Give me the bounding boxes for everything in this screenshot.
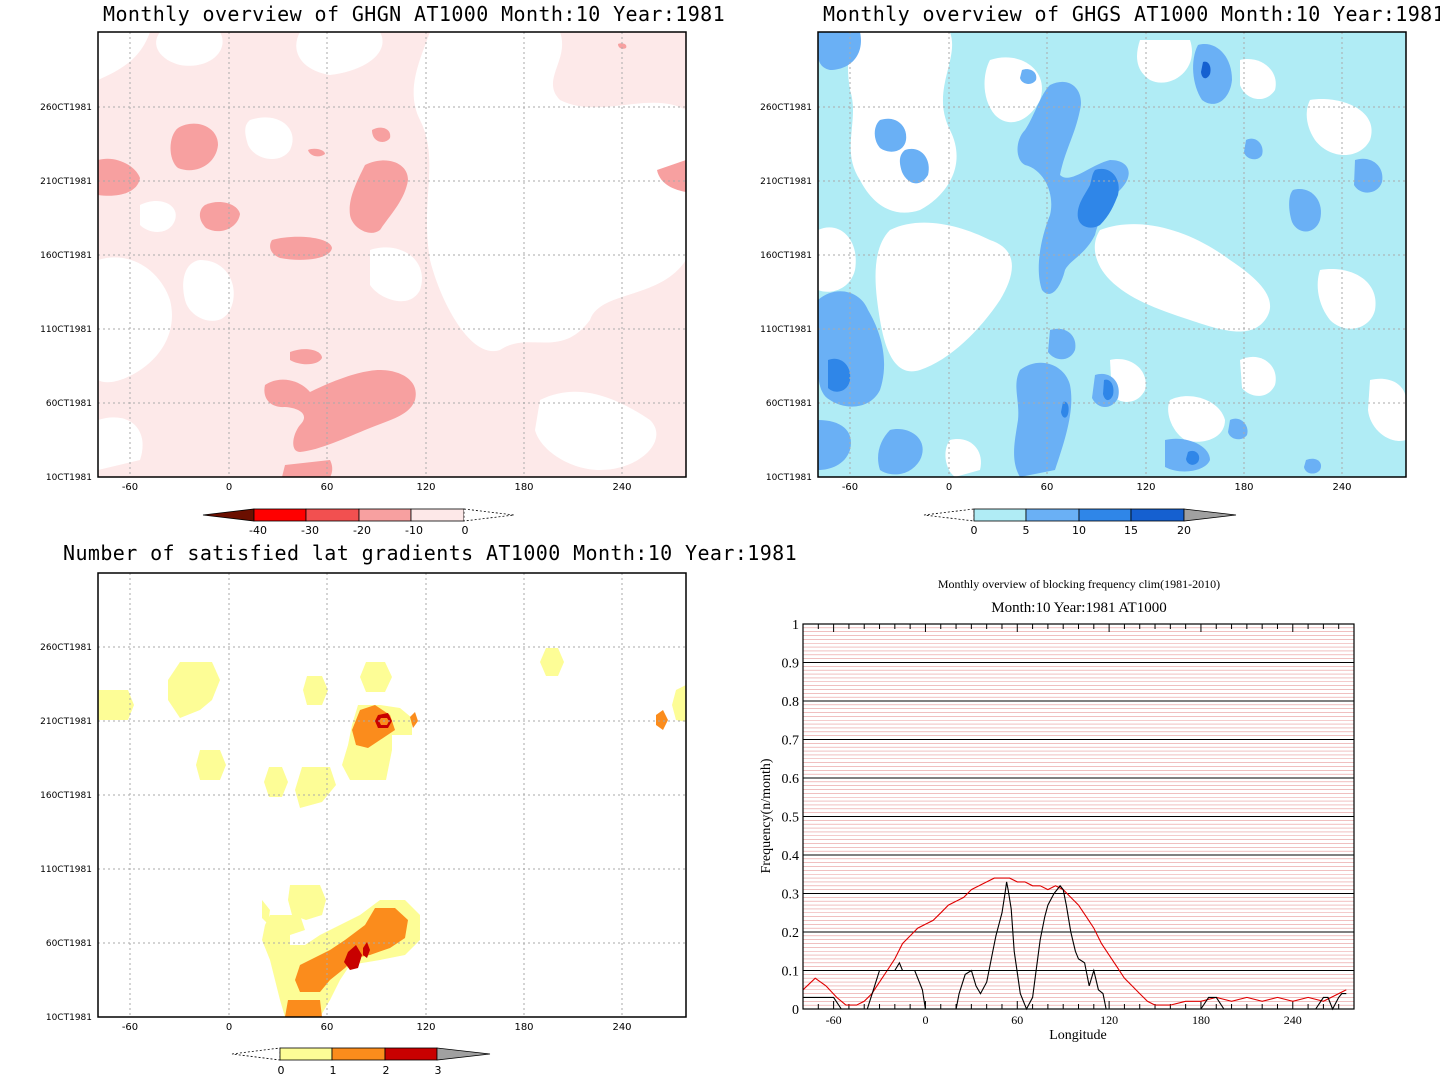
line-chart-ylabel: Frequency(n/month): [759, 758, 774, 873]
ghgs-y-tick: 260CT1981: [760, 103, 812, 113]
ghgn-x-tick: -60: [122, 482, 138, 493]
ghgn-colorbar-label: -40: [249, 524, 267, 537]
ghgn-x-tick: 240: [612, 482, 631, 493]
x-tick-label: 120: [1100, 1013, 1118, 1027]
gradients-y-tick: 260CT1981: [40, 643, 92, 653]
y-tick-label: 0.8: [782, 695, 800, 710]
x-tick-label: 180: [1192, 1013, 1210, 1027]
x-tick-label: -60: [826, 1013, 842, 1027]
gradients-x-tick: 240: [612, 1022, 631, 1033]
ghgn-y-tick: 110CT1981: [40, 325, 92, 335]
ghgs-x-tick: 120: [1136, 482, 1155, 493]
y-tick-label: 0: [792, 1003, 799, 1018]
ghgn-y-tick: 10CT1981: [46, 473, 92, 483]
ghgs-y-tick: 210CT1981: [760, 177, 812, 187]
ghgs-plot-area: [818, 32, 1406, 477]
y-tick-label: 0.3: [782, 888, 800, 903]
y-tick-label: 1: [792, 618, 799, 633]
ghgn-x-tick: 0: [226, 482, 232, 493]
gradients-x-tick: 60: [321, 1022, 334, 1033]
ghgs-x-tick: 60: [1041, 482, 1054, 493]
ghgs-colorbar-label: 20: [1177, 524, 1191, 537]
ghgn-colorbar-label: -10: [405, 524, 423, 537]
x-tick-label: 240: [1284, 1013, 1302, 1027]
line-chart-y-ticks: 0 0.1 0.2 0.3 0.4 0.5 0.6 0.7 0.8 0.9 1: [782, 618, 800, 1018]
line-chart-frame: [802, 623, 1355, 1010]
ghgs-colorbar-label: 0: [971, 524, 978, 537]
ghgs-colorbar-label: 15: [1124, 524, 1138, 537]
ghgn-y-tick: 260CT1981: [40, 103, 92, 113]
gradients-y-tick: 60CT1981: [46, 939, 92, 949]
ghgn-plot-area: [98, 32, 686, 477]
ghgn-colorbar-label: 0: [462, 524, 469, 537]
gradients-x-tick: -60: [122, 1022, 138, 1033]
gradients-colorbar-label: 0: [278, 1064, 285, 1077]
ghgn-x-tick: 180: [514, 482, 533, 493]
ghgs-x-tick: 240: [1332, 482, 1351, 493]
ghgs-colorbar-label: 5: [1023, 524, 1030, 537]
ghgs-y-tick: 60CT1981: [766, 399, 812, 409]
panel1-title: Monthly overview of GHGN AT1000 Month:10…: [103, 2, 726, 26]
gradients-x-tick: 0: [226, 1022, 232, 1033]
ghgn-contour-map: 10CT1981 60CT1981 110CT1981 160CT1981 21…: [40, 31, 687, 537]
panel3-title: Number of satisfied lat gradients AT1000…: [63, 541, 798, 565]
gradients-colorbar-label: 3: [435, 1064, 442, 1077]
x-tick-label: 0: [922, 1013, 928, 1027]
ghgn-y-tick: 210CT1981: [40, 177, 92, 187]
ghgs-colorbar-label: 10: [1072, 524, 1086, 537]
ghgs-grid: [818, 32, 1406, 477]
x-tick-label: 60: [1011, 1013, 1023, 1027]
y-tick-label: 0.4: [782, 849, 800, 864]
ghgs-y-tick: 10CT1981: [766, 473, 812, 483]
gradients-x-tick: 180: [514, 1022, 533, 1033]
y-tick-label: 0.1: [782, 965, 800, 980]
ghgs-colorbar: 0 5 10 15 20: [923, 508, 1237, 537]
y-tick-label: 0.2: [782, 926, 800, 941]
line-chart-x-ticks: -60 0 60 120 180 240: [826, 1013, 1302, 1027]
ghgn-y-tick: 60CT1981: [46, 399, 92, 409]
gradients-x-tick: 120: [416, 1022, 435, 1033]
ghgn-x-tick: 60: [321, 482, 334, 493]
gradients-colorbar: 0 1 2 3: [231, 1047, 491, 1077]
gradients-y-tick: 10CT1981: [46, 1013, 92, 1023]
line-chart-xlabel: Longitude: [1049, 1028, 1107, 1043]
ghgn-colorbar-label: -20: [353, 524, 371, 537]
ghgs-x-tick: -60: [842, 482, 858, 493]
y-tick-label: 0.6: [782, 772, 800, 787]
ghgs-contour-map: 10CT1981 60CT1981 110CT1981 160CT1981 21…: [760, 31, 1407, 537]
ghgs-y-tick: 110CT1981: [760, 325, 812, 335]
series-line-1: [802, 877, 1347, 1006]
ghgn-colorbar: -40 -30 -20 -10 0: [202, 508, 515, 537]
gradients-y-tick: 110CT1981: [40, 865, 92, 875]
ghgn-x-tick: 120: [416, 482, 435, 493]
y-tick-label: 0.9: [782, 657, 800, 672]
ghgs-x-tick: 0: [946, 482, 952, 493]
line-chart-subtitle: Month:10 Year:1981 AT1000: [991, 600, 1166, 616]
gradients-contour-map: 10CT1981 60CT1981 110CT1981 160CT1981 21…: [40, 572, 687, 1077]
gradients-colorbar-label: 2: [383, 1064, 390, 1077]
panel2-title: Monthly overview of GHGS AT1000 Month:10…: [823, 2, 1440, 26]
ghgs-x-tick: 180: [1234, 482, 1253, 493]
blocking-frequency-chart: Monthly overview of blocking frequency c…: [759, 577, 1355, 1043]
y-tick-label: 0.5: [782, 811, 800, 826]
ghgs-y-tick: 160CT1981: [760, 251, 812, 261]
ghgn-colorbar-label: -30: [301, 524, 319, 537]
gradients-plot-area: [98, 573, 686, 1017]
gradients-grid: [98, 573, 686, 1017]
y-tick-label: 0.7: [782, 734, 800, 749]
line-chart-grid: [802, 624, 1355, 1009]
ghgn-y-tick: 160CT1981: [40, 251, 92, 261]
gradients-colorbar-label: 1: [330, 1064, 337, 1077]
gradients-y-tick: 160CT1981: [40, 791, 92, 801]
gradients-y-tick: 210CT1981: [40, 717, 92, 727]
line-chart-title: Monthly overview of blocking frequency c…: [938, 577, 1220, 591]
ghgn-grid: [98, 32, 686, 477]
